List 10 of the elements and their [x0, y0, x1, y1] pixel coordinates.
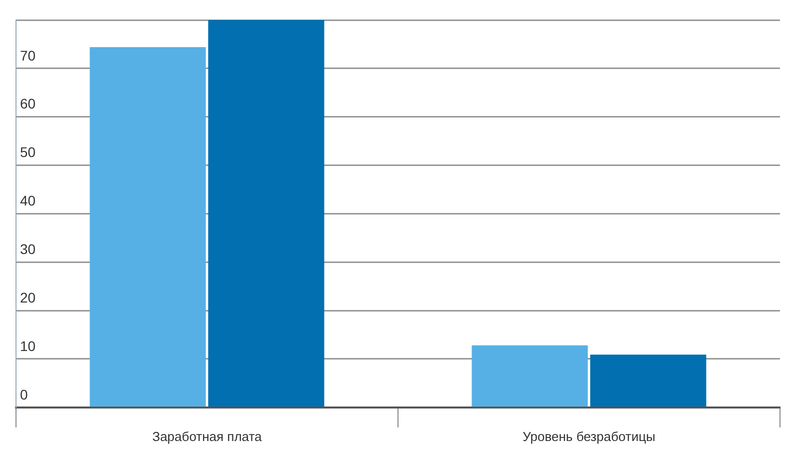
y-tick-label: 60 — [20, 96, 36, 112]
y-tick-label: 10 — [20, 338, 36, 354]
x-tick-label: Уровень безработицы — [522, 428, 656, 444]
y-tick-label: 20 — [20, 289, 36, 306]
y-tick-label: 0 — [20, 386, 28, 402]
y-tick-label: 50 — [20, 144, 36, 160]
y-tick-label: 30 — [20, 240, 36, 257]
x-tick-label: Заработная плата — [152, 428, 263, 444]
y-tick-label: 70 — [20, 47, 36, 64]
y-tick-label: 40 — [20, 192, 36, 209]
